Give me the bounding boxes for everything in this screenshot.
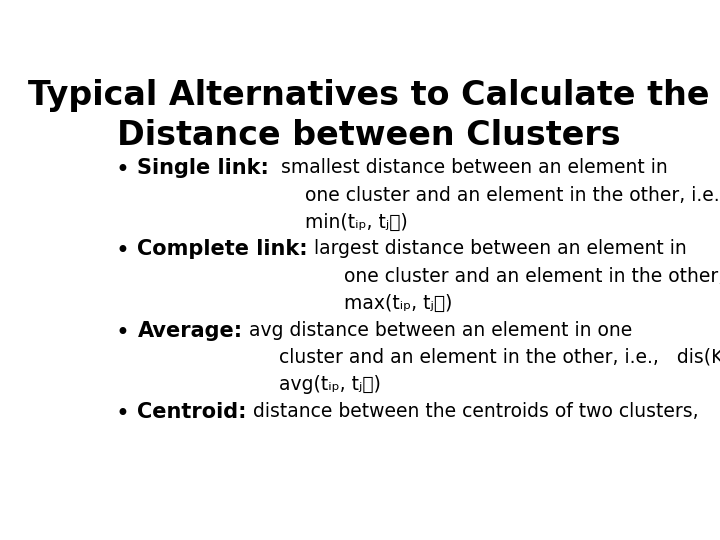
- Text: smallest distance between an element in
      one cluster and an element in the : smallest distance between an element in …: [269, 158, 720, 232]
- Text: Average:: Average:: [138, 321, 243, 341]
- Text: •: •: [115, 158, 129, 183]
- Text: avg distance between an element in one
      cluster and an element in the other: avg distance between an element in one c…: [243, 321, 720, 394]
- Text: Complete link:: Complete link:: [138, 239, 308, 259]
- Text: distance between the centroids of two clusters,: distance between the centroids of two cl…: [247, 402, 698, 421]
- Text: Single link:: Single link:: [138, 158, 269, 178]
- Text: •: •: [115, 402, 129, 426]
- Text: •: •: [115, 321, 129, 345]
- Text: •: •: [115, 239, 129, 264]
- Text: Centroid:: Centroid:: [138, 402, 247, 422]
- Text: largest distance between an element in
      one cluster and an element in the o: largest distance between an element in o…: [308, 239, 720, 313]
- Text: Typical Alternatives to Calculate the
Distance between Clusters: Typical Alternatives to Calculate the Di…: [28, 79, 710, 152]
